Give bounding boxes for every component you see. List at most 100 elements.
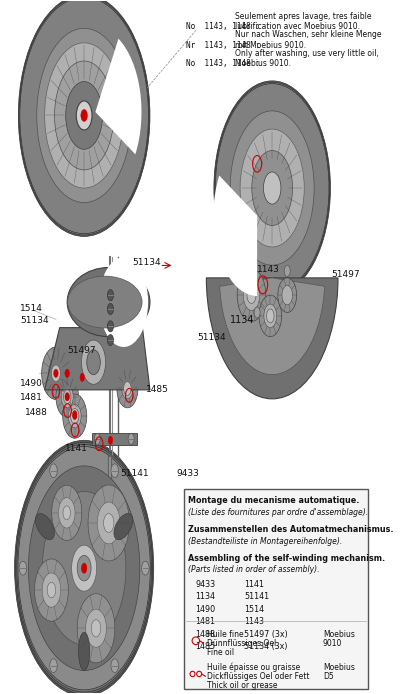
Circle shape (50, 464, 57, 477)
Text: 51134: 51134 (20, 316, 49, 325)
Text: Montage du mecanisme automatique.: Montage du mecanisme automatique. (188, 496, 359, 505)
Text: Moebius: Moebius (323, 629, 355, 638)
Text: (Bestandteiliste in Montagereihenfolge).: (Bestandteiliste in Montagereihenfolge). (188, 537, 342, 546)
Text: 1134: 1134 (230, 315, 255, 325)
Circle shape (29, 466, 140, 670)
Circle shape (86, 609, 106, 648)
Circle shape (16, 442, 152, 694)
Circle shape (247, 287, 256, 303)
Circle shape (284, 265, 290, 276)
Circle shape (259, 295, 281, 337)
Text: 1514: 1514 (20, 304, 43, 313)
Text: Thick oil or grease: Thick oil or grease (207, 681, 278, 690)
Text: No  1143, 1148 :: No 1143, 1148 : (186, 60, 260, 69)
Circle shape (63, 506, 71, 520)
Circle shape (42, 573, 61, 607)
Circle shape (128, 433, 134, 444)
Circle shape (282, 285, 292, 305)
Text: No  1143, 1148 :: No 1143, 1148 : (186, 22, 260, 31)
Text: 1143: 1143 (244, 617, 264, 626)
Circle shape (237, 269, 266, 321)
Wedge shape (206, 278, 338, 399)
Text: 1490: 1490 (195, 604, 215, 613)
Circle shape (20, 0, 148, 234)
Circle shape (45, 43, 123, 188)
Circle shape (240, 129, 304, 247)
Circle shape (108, 321, 113, 332)
Circle shape (87, 350, 100, 375)
Circle shape (76, 101, 92, 130)
Circle shape (71, 409, 79, 424)
Circle shape (88, 485, 129, 561)
Circle shape (58, 498, 75, 528)
Text: 51134: 51134 (197, 333, 226, 342)
Text: 1488: 1488 (25, 408, 47, 416)
Circle shape (19, 561, 26, 575)
Circle shape (215, 83, 330, 294)
Text: 1143: 1143 (257, 265, 280, 274)
Circle shape (63, 390, 71, 404)
Circle shape (214, 81, 331, 295)
Circle shape (267, 309, 274, 323)
Text: 9433: 9433 (176, 469, 199, 478)
Text: 51141: 51141 (120, 469, 149, 478)
Circle shape (34, 559, 68, 621)
Text: 51134: 51134 (132, 258, 160, 267)
Circle shape (19, 0, 149, 235)
Text: 51497: 51497 (331, 270, 360, 279)
Wedge shape (220, 278, 325, 375)
Text: 9010: 9010 (323, 638, 342, 648)
Circle shape (243, 280, 260, 310)
Ellipse shape (68, 276, 142, 328)
Circle shape (108, 436, 113, 444)
Text: Moebius: Moebius (323, 663, 355, 672)
Text: 1485: 1485 (195, 642, 215, 651)
Circle shape (111, 464, 118, 477)
Polygon shape (45, 328, 150, 390)
Circle shape (51, 365, 60, 382)
Text: Seulement apres lavage, tres faible
lubrification avec Moebius 9010.: Seulement apres lavage, tres faible lubr… (235, 12, 371, 31)
Circle shape (91, 620, 101, 637)
Circle shape (17, 444, 152, 692)
Circle shape (117, 369, 138, 408)
Text: 1514: 1514 (244, 604, 264, 613)
FancyBboxPatch shape (184, 489, 368, 689)
Text: 51497: 51497 (67, 346, 96, 355)
Circle shape (81, 340, 105, 384)
Circle shape (111, 659, 118, 672)
Circle shape (81, 563, 87, 573)
Circle shape (94, 433, 100, 444)
Circle shape (80, 373, 84, 382)
Circle shape (239, 265, 245, 276)
Circle shape (263, 172, 281, 204)
Circle shape (42, 491, 126, 645)
Circle shape (48, 359, 63, 387)
Circle shape (66, 393, 69, 400)
Circle shape (65, 393, 69, 401)
Text: 1141: 1141 (66, 443, 88, 452)
Text: 51141: 51141 (244, 592, 269, 601)
Circle shape (37, 28, 131, 203)
Circle shape (42, 347, 70, 400)
Text: 1481: 1481 (20, 393, 43, 402)
Circle shape (56, 376, 79, 418)
Text: Nur nach Waschen, sehr kleine Menge
mit Moebius 9010.: Nur nach Waschen, sehr kleine Menge mit … (235, 31, 381, 50)
Text: 1485: 1485 (146, 385, 169, 394)
Text: Assembling of the self-winding mechanism.: Assembling of the self-winding mechanism… (188, 554, 385, 563)
Text: Dünnflüssiges Oel: Dünnflüssiges Oel (207, 638, 276, 648)
Circle shape (55, 61, 114, 170)
Text: D5: D5 (323, 672, 334, 681)
Circle shape (15, 440, 154, 694)
Text: 1488: 1488 (195, 629, 215, 638)
Circle shape (63, 394, 87, 438)
Text: 1141: 1141 (244, 580, 264, 589)
Circle shape (73, 413, 76, 420)
Text: Nr  1143, 1148 :: Nr 1143, 1148 : (186, 41, 260, 50)
Wedge shape (213, 176, 257, 296)
Polygon shape (92, 433, 137, 445)
Text: Huile fine: Huile fine (207, 629, 244, 638)
Text: 51134 (3x): 51134 (3x) (244, 642, 287, 651)
Circle shape (47, 582, 56, 598)
Text: Zusammenstellen des Automatmechanismus.: Zusammenstellen des Automatmechanismus. (188, 525, 393, 534)
Circle shape (142, 561, 149, 575)
